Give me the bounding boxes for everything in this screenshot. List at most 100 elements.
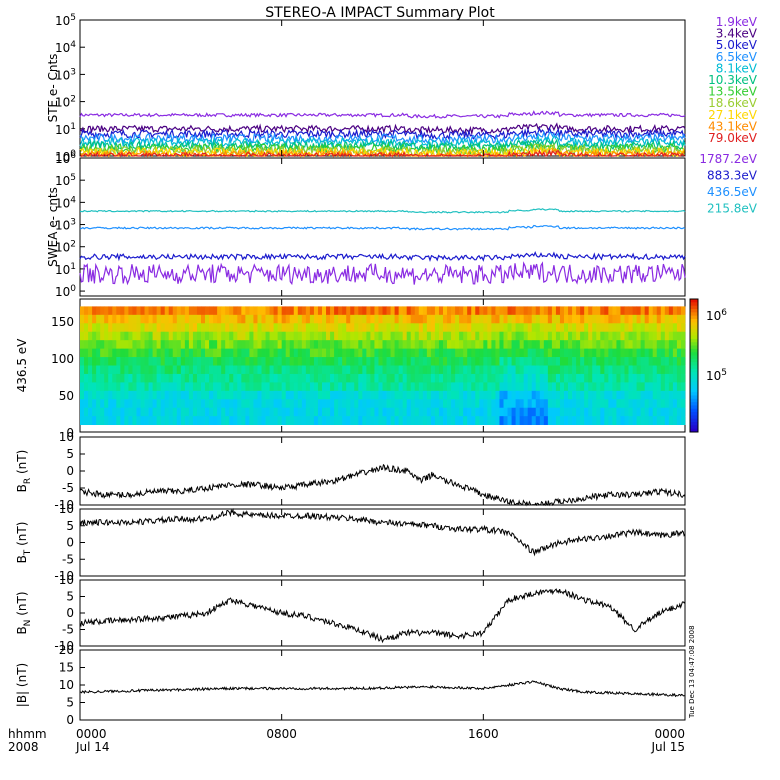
pad-cell [543,365,549,375]
pad-cell [656,382,662,392]
pad-cell [592,373,597,383]
pad-cell [648,390,654,400]
pad-cell [382,331,387,341]
pad-cell [519,373,525,383]
pad-cell [543,306,549,316]
pad-cell [184,416,190,426]
pad-cell [632,382,637,392]
pad-cell [406,306,412,316]
pad-cell [390,365,395,375]
pad-cell [124,340,129,350]
pad-cell [660,373,666,383]
pad-cell [188,348,194,358]
pad-cell [88,373,93,383]
pad-cell [644,407,650,417]
pad-cell [233,314,238,324]
pad-cell [233,306,238,316]
pad-cell [443,348,448,358]
pad-cell [156,306,162,316]
pad-cell [112,331,117,341]
pad-cell [539,382,545,392]
pad-cell [564,314,569,324]
pad-cell [330,306,335,316]
pad-cell [495,340,500,350]
pad-cell [132,390,137,400]
pad-cell [495,323,500,333]
pad-cell [471,399,476,409]
pad-cell [257,348,262,358]
pad-cell [422,348,428,358]
pad-cell [451,365,456,375]
swea-ytick-label: 103 [55,218,76,233]
pad-cell [535,399,541,409]
pad-cell [588,331,593,341]
pad-cell [564,407,569,417]
pad-cell [668,407,674,417]
pad-cell [523,340,529,350]
pad-cell [402,323,408,333]
pad-cell [229,407,234,417]
pad-cell [253,407,258,417]
pad-cell [249,390,254,400]
pad-cell [592,348,597,358]
pad-cell [588,399,593,409]
pad-cell [309,416,315,426]
pad-cell [430,357,436,366]
pad-cell [572,306,577,316]
pad-cell [257,399,262,409]
pad-cell [592,323,597,333]
pad-cell [362,390,367,400]
pad-cell [531,331,537,341]
pad-cell [257,314,262,324]
pad-cell [499,323,504,333]
pad-cell [568,382,573,392]
pad-cell [463,331,468,341]
pad-cell [572,416,577,426]
pad-cell [128,306,133,316]
pad-cell [88,365,93,375]
pad-cell [378,399,383,409]
pad-cell [188,416,194,426]
pad-cell [527,407,533,417]
pad-cell [426,399,432,409]
pad-cell [660,382,666,392]
pad-cell [422,357,428,366]
pad-cell [422,390,428,400]
pad-cell [471,314,476,324]
pad-cell [568,357,573,366]
pad-cell [313,373,319,383]
pad-cell [209,340,214,350]
pad-cell [338,365,343,375]
pad-cell [229,348,234,358]
pad-cell [632,306,637,316]
pad-cell [313,340,319,350]
footer-year: 2008 [8,740,39,754]
pad-cell [140,357,145,366]
pad-cell [301,416,307,426]
pad-cell [680,357,686,366]
pad-cell [539,390,545,400]
pad-cell [596,331,601,341]
pad-cell [309,373,315,383]
pad-cell [140,348,145,358]
pad-cell [507,323,512,333]
pad-cell [576,365,581,375]
pad-cell [491,373,496,383]
pad-cell [124,390,129,400]
pad-cell [80,382,85,392]
pad-cell [503,340,508,350]
pad-cell [612,323,617,333]
pad-cell [499,306,504,316]
pad-cell [128,399,133,409]
pad-cell [88,348,93,358]
pad-cell [406,331,412,341]
pad-cell [350,416,355,426]
pad-cell [265,357,270,366]
pad-cell [414,407,420,417]
pad-cell [209,348,214,358]
pad-cell [374,407,379,417]
pad-cell [277,365,283,375]
pad-cell [253,382,258,392]
pad-cell [241,373,246,383]
pad-cell [422,407,428,417]
